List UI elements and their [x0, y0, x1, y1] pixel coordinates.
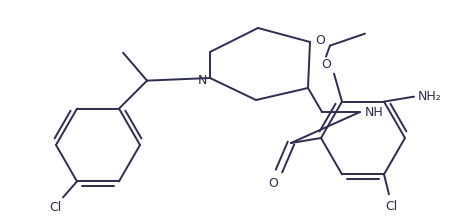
Text: Cl: Cl: [49, 201, 61, 214]
Text: N: N: [197, 73, 207, 86]
Text: NH₂: NH₂: [418, 90, 442, 103]
Text: O: O: [321, 58, 331, 71]
Text: O: O: [315, 33, 325, 46]
Text: Cl: Cl: [385, 200, 397, 213]
Text: NH: NH: [364, 106, 384, 119]
Text: O: O: [268, 176, 278, 189]
